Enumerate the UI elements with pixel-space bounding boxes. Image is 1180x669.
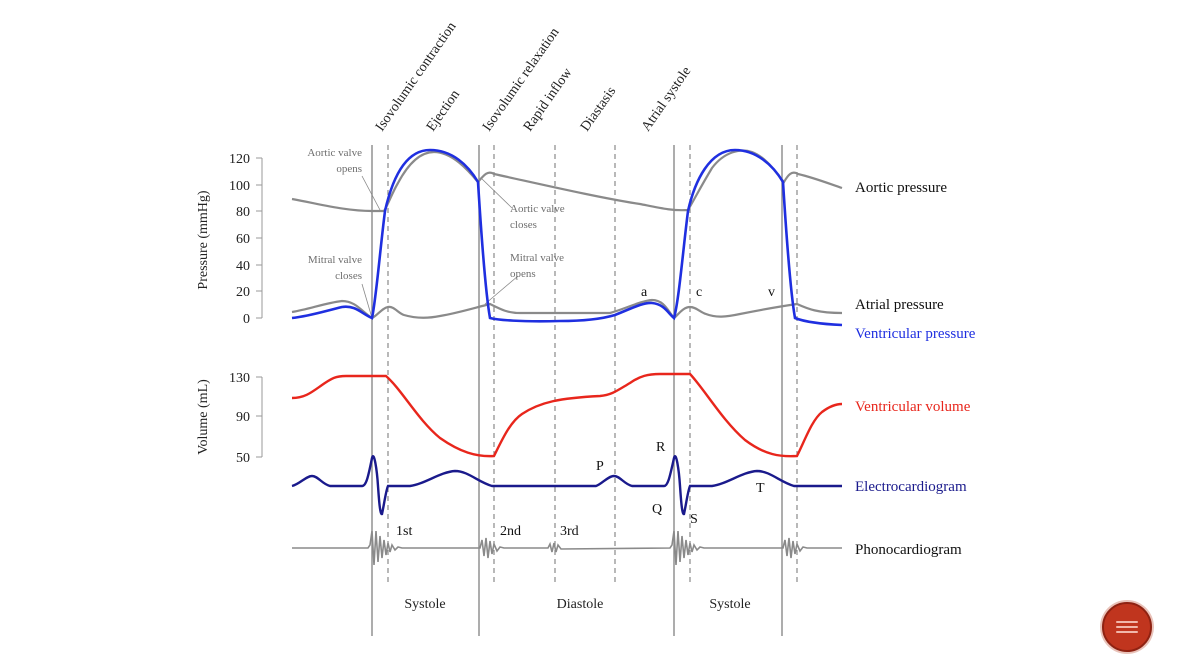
phase-labels: Isovolumic contraction Ejection Isovolum… [373, 20, 694, 135]
pressure-tick-0: 0 [243, 312, 250, 327]
phase-lines [371, 145, 798, 636]
volume-tick-50: 50 [236, 451, 250, 466]
annotation-aortic-opens-line1: Aortic valve [307, 147, 362, 159]
ecg-wave-s: S [690, 512, 698, 527]
heart-sound-2nd: 2nd [500, 524, 521, 539]
volume-tick-130: 130 [229, 371, 250, 386]
label-atrial-pressure: Atrial pressure [855, 297, 944, 313]
atrial-wave-c: c [696, 285, 702, 300]
atrial-wave-a: a [641, 285, 648, 300]
period-diastole: Diastole [557, 597, 604, 612]
annotation-mitral-closes-line1: Mitral valve [308, 254, 362, 266]
annotation-aortic-closes-line2: closes [510, 219, 537, 231]
period-systole-1: Systole [404, 597, 445, 612]
label-ventricular-volume: Ventricular volume [855, 399, 971, 415]
menu-lines-icon [1116, 621, 1138, 633]
pressure-tick-20: 20 [236, 285, 250, 300]
wave-labels: a c v P R Q S T [596, 285, 775, 527]
phase-label-isovolumic-relaxation: Isovolumic relaxation [480, 25, 563, 134]
pressure-tick-120: 120 [229, 152, 250, 167]
slide-nav-button[interactable] [1102, 602, 1152, 652]
pressure-tick-40: 40 [236, 259, 250, 274]
pressure-tick-100: 100 [229, 179, 250, 194]
volume-axis-label: Volume (mL) [196, 379, 211, 455]
ecg-wave-t: T [756, 481, 765, 496]
trace-labels: Aortic pressure Atrial pressure Ventricu… [855, 180, 976, 558]
pressure-axis-label: Pressure (mmHg) [196, 190, 211, 289]
volume-tick-90: 90 [236, 410, 250, 425]
electrocardiogram-trace [291, 455, 842, 516]
valve-annotations: Aortic valve opens Mitral valve closes A… [307, 147, 564, 282]
label-phonocardiogram: Phonocardiogram [855, 542, 962, 558]
cardiac-periods: Systole Diastole Systole [404, 597, 750, 612]
annotation-aortic-opens-line2: opens [336, 163, 362, 175]
phase-label-diastasis: Diastasis [578, 84, 619, 134]
annotation-mitral-opens-line2: opens [510, 268, 536, 280]
annotation-mitral-closes-line2: closes [335, 270, 362, 282]
pressure-tick-60: 60 [236, 232, 250, 247]
phonocardiogram-trace [292, 530, 842, 566]
annotation-mitral-opens-line1: Mitral valve [510, 252, 564, 264]
phase-label-atrial-systole: Atrial systole [639, 64, 694, 134]
ecg-wave-r: R [656, 440, 666, 455]
atrial-pressure-trace [291, 298, 843, 320]
heart-sound-labels: 1st 2nd 3rd [396, 524, 579, 539]
label-electrocardiogram: Electrocardiogram [855, 479, 967, 495]
volume-axis: 130 90 50 Volume (mL) [196, 371, 263, 466]
pressure-tick-80: 80 [236, 205, 250, 220]
heart-sound-1st: 1st [396, 524, 412, 539]
ventricular-volume-trace [291, 372, 843, 458]
aortic-pressure-trace [291, 149, 843, 213]
ecg-wave-p: P [596, 459, 604, 474]
phase-label-ejection: Ejection [424, 87, 463, 134]
atrial-wave-v: v [768, 285, 775, 300]
heart-sound-3rd: 3rd [560, 524, 579, 539]
ventricular-pressure-trace [291, 148, 843, 327]
label-ventricular-pressure: Ventricular pressure [855, 326, 976, 342]
annotation-aortic-closes-line1: Aortic valve [510, 203, 565, 215]
ecg-wave-q: Q [652, 502, 662, 517]
pressure-axis: 120 100 80 60 40 20 0 Pressure (mmHg) [196, 152, 263, 327]
annotation-leaders [361, 175, 519, 319]
label-aortic-pressure: Aortic pressure [855, 180, 947, 196]
period-systole-2: Systole [709, 597, 750, 612]
